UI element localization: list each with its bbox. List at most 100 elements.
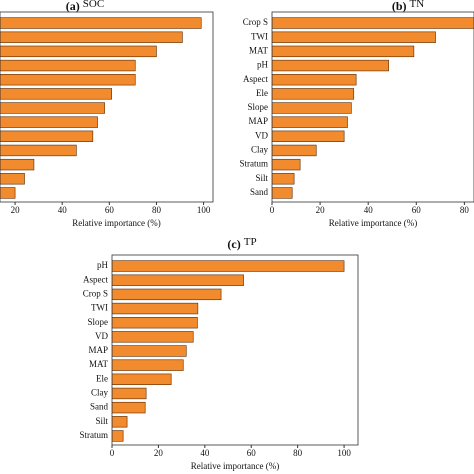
- y-tick-label: Sand: [90, 402, 109, 412]
- x-tick-label: 0: [270, 205, 275, 215]
- x-axis-label: Relative importance (%): [191, 461, 279, 471]
- panel: 20 40 60 80 100 Relative importance (%) (a) SOC: [0, 0, 214, 228]
- bar: [112, 317, 198, 329]
- panel-name: TP: [244, 236, 257, 248]
- panel: pH Aspect Crop S TWI Slope VD MAP MAT Ele Clay San…: [80, 236, 359, 471]
- y-tick-label: MAT: [249, 45, 269, 55]
- x-tick-label: 40: [200, 448, 210, 458]
- bar: [0, 17, 202, 29]
- y-tick-label: Slope: [247, 102, 268, 112]
- x-tick-label: 100: [197, 205, 211, 215]
- bar: [112, 331, 194, 343]
- x-tick-label: 40: [58, 205, 68, 215]
- bar: [272, 158, 301, 171]
- plot-frame: [271, 11, 474, 203]
- bar: [112, 430, 124, 442]
- bar: [272, 74, 357, 86]
- panel-label: (c): [227, 237, 240, 251]
- bar: [0, 88, 112, 100]
- x-tick-label: 100: [337, 448, 351, 458]
- bar: [0, 158, 35, 171]
- y-tick-label: TWI: [91, 303, 108, 313]
- bar: [0, 102, 105, 114]
- bar: [0, 74, 136, 86]
- x-tick-label: 60: [105, 205, 115, 215]
- bar: [0, 45, 157, 58]
- panel-title: (a) SOC: [66, 0, 104, 13]
- x-tick-label: 80: [152, 205, 162, 215]
- bar: [112, 387, 147, 400]
- bars: [112, 260, 345, 442]
- bar: [112, 416, 128, 428]
- bar: [112, 288, 222, 301]
- bar: [0, 130, 94, 142]
- y-tick-label: Clay: [91, 388, 108, 398]
- bar: [272, 102, 352, 114]
- x-tick-label: 40: [364, 205, 374, 215]
- y-tick-label: Clay: [251, 145, 268, 155]
- bar: [0, 173, 25, 185]
- panel-title: (c) TP: [227, 236, 256, 251]
- bar: [272, 31, 436, 43]
- panel-name: SOC: [83, 0, 104, 10]
- plot-frame: [111, 254, 359, 446]
- y-tick-label: MAP: [248, 116, 268, 126]
- y-tick-label: Crop S: [243, 17, 268, 27]
- y-tick-label: pH: [97, 260, 109, 270]
- bar: [112, 302, 199, 315]
- bar: [272, 88, 355, 100]
- x-tick-label: 80: [460, 205, 470, 215]
- y-tick-label: Aspect: [243, 74, 268, 84]
- bar: [272, 45, 415, 58]
- y-tick-label: MAT: [89, 359, 109, 369]
- bar: [112, 345, 187, 357]
- panel: Crop S TWI MAT pH Aspect Ele Slope MAP VD Clay Str…: [240, 0, 474, 228]
- x-tick-label: 60: [412, 205, 422, 215]
- x-tick-label: 80: [293, 448, 303, 458]
- panel-label: (a): [66, 0, 80, 13]
- y-tick-label: Ele: [96, 373, 108, 383]
- y-tick-label: MAP: [88, 345, 108, 355]
- x-tick-label: 0: [110, 448, 115, 458]
- bar: [272, 130, 345, 142]
- panel-title: (b) TN: [392, 0, 424, 13]
- plot-frame: [0, 11, 214, 203]
- x-axis-label: Relative importance (%): [72, 218, 160, 228]
- bar: [112, 260, 345, 272]
- x-tick-label: 60: [247, 448, 257, 458]
- y-tick-label: Ele: [256, 88, 268, 98]
- y-tick-label: Silt: [95, 416, 108, 426]
- bar: [0, 187, 16, 199]
- bars: [272, 17, 474, 199]
- bar: [0, 144, 77, 157]
- y-tick-label: Slope: [87, 317, 108, 327]
- bar: [112, 274, 244, 286]
- panel-name: TN: [410, 0, 425, 10]
- x-axis-label: Relative importance (%): [329, 218, 417, 228]
- bar: [272, 116, 348, 128]
- y-tick-label: Crop S: [83, 288, 108, 298]
- bar: [272, 187, 293, 199]
- y-tick-label: Aspect: [83, 274, 108, 284]
- y-tick-label: TWI: [251, 31, 268, 41]
- bar: [112, 359, 184, 371]
- bar: [112, 373, 172, 385]
- bar: [272, 59, 389, 72]
- x-tick-label: 20: [11, 205, 21, 215]
- bar: [272, 17, 474, 29]
- bar: [272, 173, 295, 185]
- bars: [0, 17, 202, 199]
- y-tick-label: VD: [95, 331, 108, 341]
- y-tick-label: Stratum: [80, 430, 109, 440]
- x-tick-label: 20: [154, 448, 164, 458]
- bar: [0, 59, 136, 72]
- x-tick-label: 20: [316, 205, 326, 215]
- bar: [272, 144, 317, 157]
- bar: [0, 116, 98, 128]
- y-tick-label: VD: [255, 130, 268, 140]
- bar: [0, 31, 183, 43]
- y-tick-label: pH: [257, 60, 269, 70]
- panel-label: (b): [392, 0, 407, 13]
- y-tick-label: Stratum: [240, 159, 269, 169]
